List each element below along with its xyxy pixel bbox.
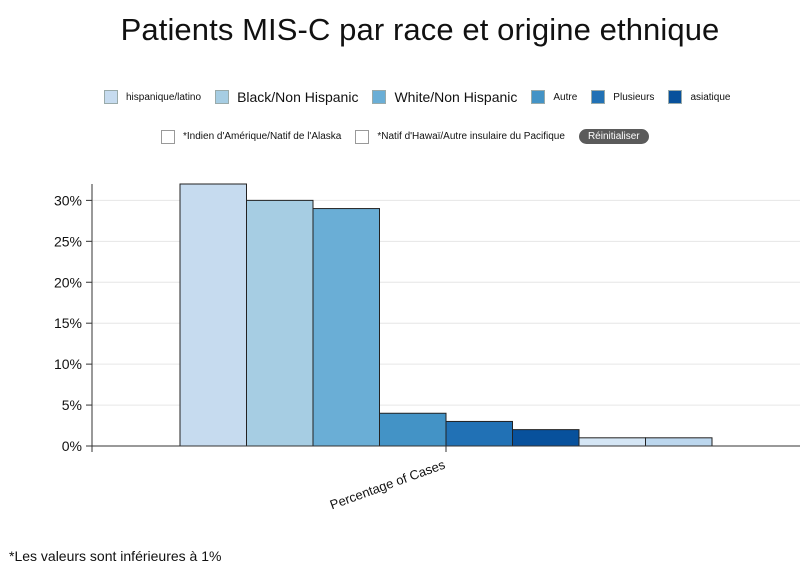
chart-title: Patients MIS-C par race et origine ethni… <box>120 12 720 47</box>
legend-item-indien[interactable]: *Indien d'Amérique/Natif de l'Alaska <box>161 129 342 144</box>
legend-swatch <box>591 90 606 104</box>
legend-label: Autre <box>553 91 578 103</box>
legend-item-black[interactable]: Black/Non Hispanic <box>215 89 358 105</box>
legend-swatch <box>668 90 683 104</box>
bar-3 <box>312 208 380 447</box>
y-tick-label: 5% <box>62 397 82 413</box>
bar-1 <box>179 183 247 447</box>
legend-item-asiatique[interactable]: asiatique <box>668 90 730 104</box>
y-tick-label: 25% <box>54 233 82 249</box>
legend-label: hispanique/latino <box>126 91 202 103</box>
reset-button[interactable]: Réinitialiser <box>578 129 649 144</box>
legend-label: *Natif d'Hawaï/Autre insulaire du Pacifi… <box>377 131 565 142</box>
y-tick-label: 30% <box>54 192 82 208</box>
bar-4 <box>379 412 447 447</box>
legend-item-autre[interactable]: Autre <box>531 90 577 104</box>
y-tick-label: 15% <box>54 315 82 331</box>
legend-label: Plusieurs <box>613 91 655 103</box>
legend-item-hawai[interactable]: *Natif d'Hawaï/Autre insulaire du Pacifi… <box>355 129 565 144</box>
legend-item-hispanique[interactable]: hispanique/latino <box>104 90 201 104</box>
bar-5 <box>445 420 513 447</box>
bar-2 <box>246 199 314 447</box>
footnote: *Les valeurs sont inférieures à 1% <box>9 548 222 564</box>
legend-item-white[interactable]: White/Non Hispanic <box>372 89 517 105</box>
legend-item-plusieurs[interactable]: Plusieurs <box>591 90 654 104</box>
legend-label: *Indien d'Amérique/Natif de l'Alaska <box>183 131 342 142</box>
bar-7 <box>578 437 646 447</box>
legend-row-2: *Indien d'Amérique/Natif de l'Alaska *Na… <box>161 129 649 144</box>
legend-label: White/Non Hispanic <box>394 89 518 105</box>
bar-6 <box>512 429 580 447</box>
legend-swatch <box>104 90 118 104</box>
y-tick-label: 20% <box>54 274 82 290</box>
legend-swatch <box>372 90 387 104</box>
legend-checkbox[interactable] <box>355 129 370 144</box>
x-axis-label: Percentage of Cases <box>328 457 448 513</box>
y-tick-label: 0% <box>62 438 82 454</box>
y-tick-label: 10% <box>54 356 82 372</box>
bar-8 <box>645 437 713 447</box>
legend-swatch <box>215 90 230 104</box>
legend-label: Black/Non Hispanic <box>237 89 359 105</box>
bar-chart: 0% 5% 10% 15% 20% 25% 30% Percentage of Cases <box>54 183 800 513</box>
legend-checkbox[interactable] <box>161 129 175 144</box>
legend-label: asiatique <box>690 91 731 103</box>
legend-row-1: hispanique/latino Black/Non Hispanic Whi… <box>104 89 744 105</box>
legend-swatch <box>531 90 546 104</box>
